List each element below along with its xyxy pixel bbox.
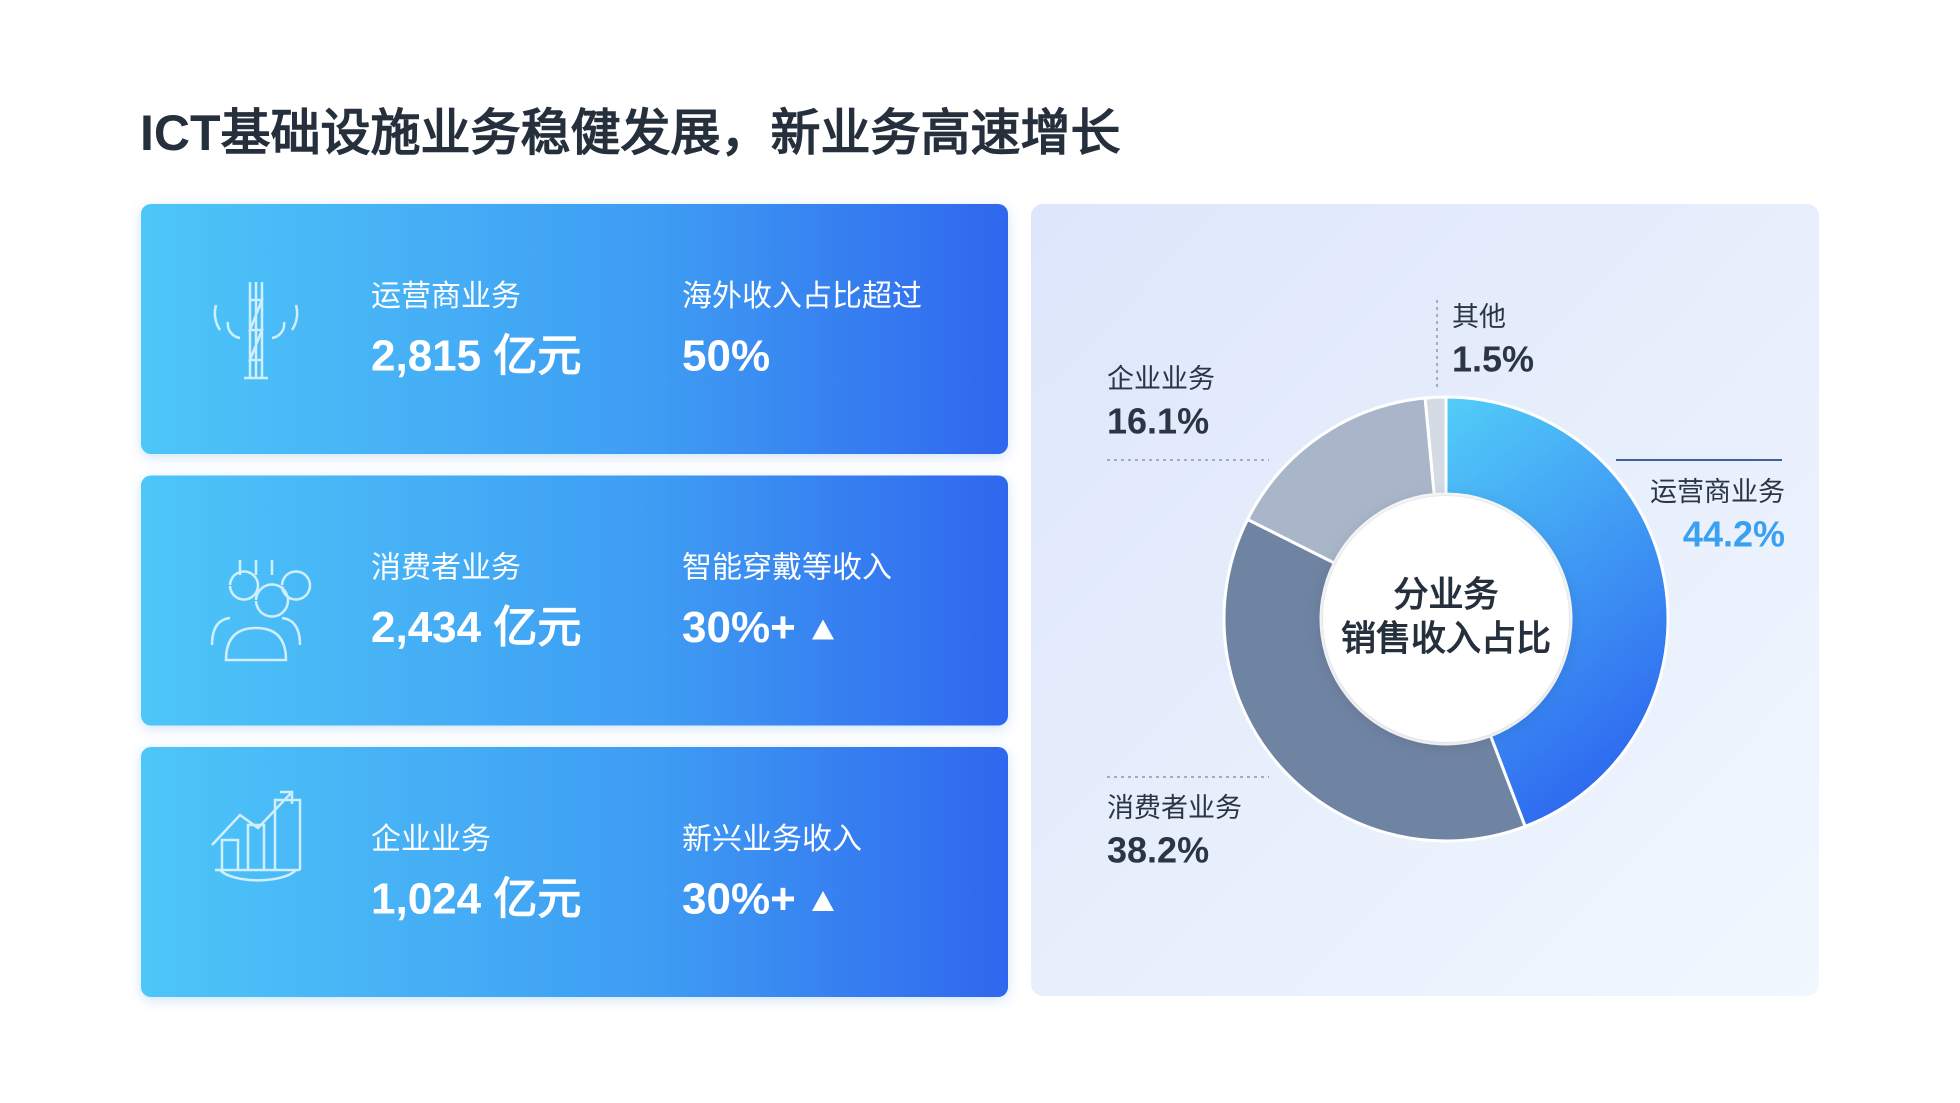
card-bg [141,475,1008,726]
card-icon [213,282,299,380]
highlight-label: 智能穿戴等收入 [682,551,892,584]
slice-value: 16.1% [1107,401,1209,442]
slice-value: 44.2% [1683,514,1785,555]
highlight-value: 50% [682,332,770,381]
card-name: 企业业务 [371,823,491,856]
slice-value: 1.5% [1452,339,1534,380]
card-icon [211,790,302,882]
card-amount: 2,434 亿元 [371,603,581,652]
trend-up-icon [812,619,834,640]
card-icon [210,560,312,662]
trend-up-icon [812,891,834,911]
highlight-value: 30%+ [682,603,796,652]
slice-category: 企业业务 [1107,364,1215,394]
title: ICT基础设施业务稳健发展，新业务高速增长 [140,105,1121,161]
card-amount: 1,024 亿元 [371,875,581,924]
highlight-label: 海外收入占比超过 [682,280,922,313]
center-text: 分业务 [1393,575,1498,614]
highlight-label: 新兴业务收入 [682,823,862,856]
slice-category: 消费者业务 [1107,793,1242,823]
donut-slice [1423,395,1448,497]
highlight-value: 30%+ [682,875,796,924]
card-bg [141,747,1008,997]
slice-category: 其他 [1452,302,1506,332]
card-name: 运营商业务 [371,280,521,313]
card-bg [141,204,1008,454]
card: 运营商业务 2,815 亿元 海外收入占比超过 50% [141,204,1008,454]
slice-value: 38.2% [1107,830,1209,871]
donut-slice [1444,395,1670,829]
donut-center [1323,496,1569,742]
card: 企业业务 1,024 亿元 新兴业务收入 30%+ [141,747,1008,997]
center-text: 销售收入占比 [1341,619,1551,658]
card-amount: 2,815 亿元 [371,332,581,381]
slice-category: 运营商业务 [1650,477,1785,507]
card: 消费者业务 2,434 亿元 智能穿戴等收入 30%+ [141,475,1008,726]
card-name: 消费者业务 [371,551,521,584]
donut-slice [1245,396,1436,565]
donut-slice [1222,517,1528,843]
